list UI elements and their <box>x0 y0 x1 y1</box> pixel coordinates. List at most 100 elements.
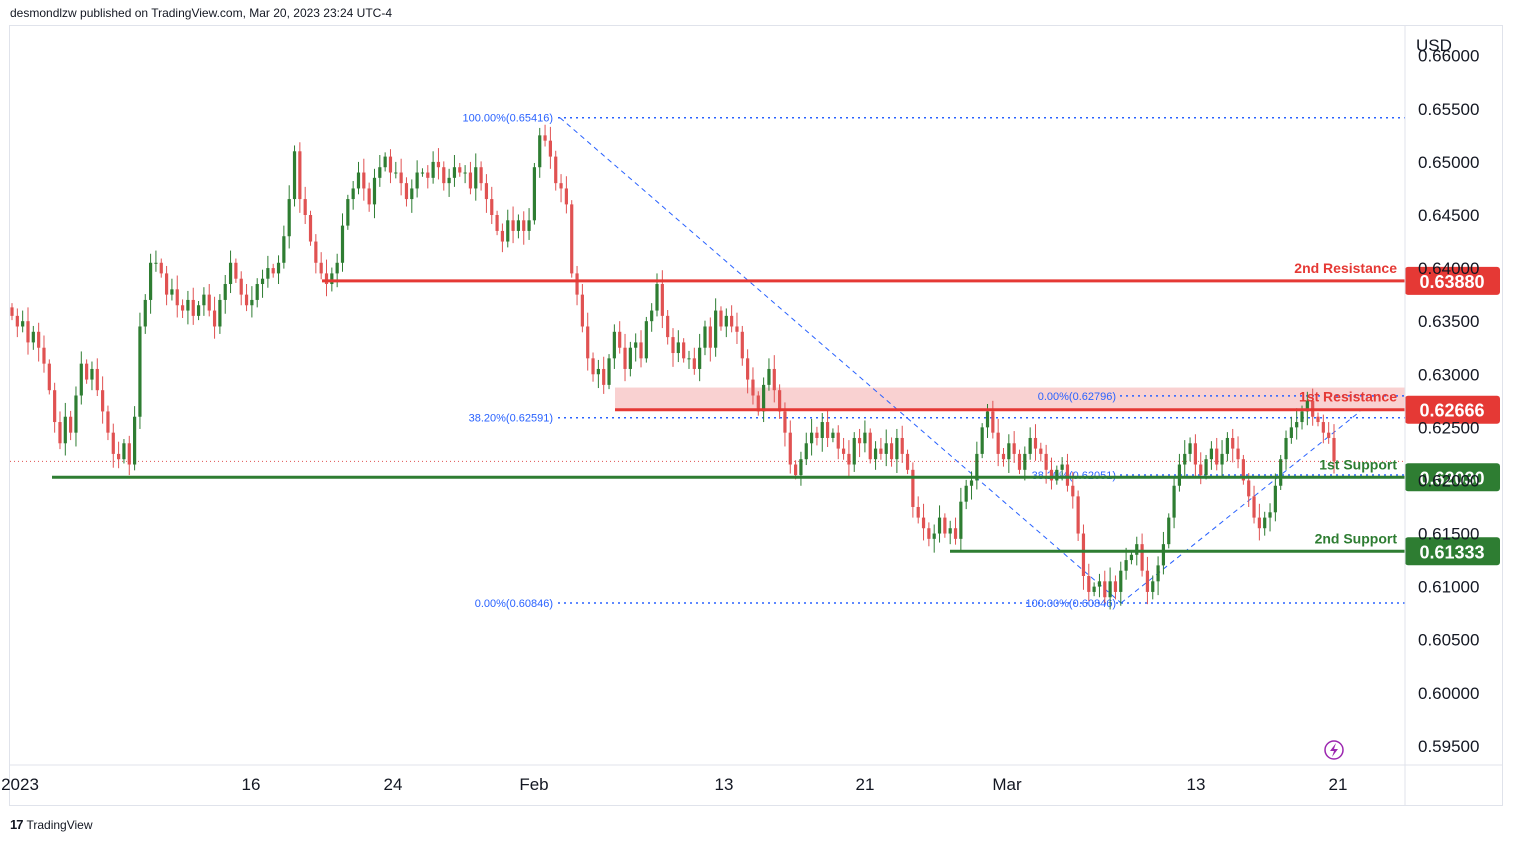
candle-body <box>1017 453 1022 470</box>
level-name-label: 2nd Resistance <box>1294 260 1397 276</box>
candle-body <box>756 395 760 412</box>
candle-body <box>474 167 478 189</box>
candle-body <box>1220 453 1224 465</box>
candle-body <box>154 262 158 264</box>
candle-body <box>778 390 782 412</box>
x-tick-label: 13 <box>715 775 734 794</box>
currency-label: USD <box>1416 36 1452 55</box>
candle-body <box>479 167 483 184</box>
level-price-tag <box>1405 463 1500 492</box>
candle-body <box>628 347 632 369</box>
candle-body <box>1268 512 1272 518</box>
candle-body <box>1204 459 1208 476</box>
candle-body <box>21 321 25 327</box>
candle-body <box>559 183 563 189</box>
candle-body <box>85 363 89 380</box>
candle-body <box>106 411 110 433</box>
candle-body <box>1007 443 1011 460</box>
candle-body <box>959 501 963 539</box>
candle-body <box>452 167 457 178</box>
y-tick-label: 0.66000 <box>1418 47 1479 66</box>
level-price-label: 0.63880 <box>1419 272 1484 292</box>
candle-body <box>415 172 419 189</box>
candle-body <box>655 284 659 311</box>
candle-body <box>996 432 1000 454</box>
candle-body <box>1145 570 1150 592</box>
candle-body <box>133 416 137 465</box>
y-tick-label: 0.61500 <box>1418 525 1479 544</box>
axes: USD0.660000.655000.650000.645000.640000.… <box>1 26 1503 806</box>
candle-body <box>724 315 728 327</box>
candle-body <box>442 167 446 184</box>
candle-body <box>431 161 435 178</box>
candle-body <box>602 368 606 385</box>
candle-body <box>164 273 169 295</box>
candle-body <box>1151 581 1155 592</box>
candle-body <box>1076 496 1080 534</box>
fib-label: 0.00%(0.62796) <box>1038 391 1116 403</box>
candle-body <box>1316 416 1320 423</box>
level-name-label: 2nd Support <box>1315 530 1398 546</box>
candle-body <box>1119 570 1123 592</box>
candle-body <box>815 432 819 438</box>
fib-trend-line <box>1120 411 1361 604</box>
candle-body <box>740 331 744 359</box>
level-price-tag <box>1405 537 1500 566</box>
candle-body <box>53 390 57 423</box>
y-tick-label: 0.60500 <box>1418 631 1479 650</box>
candle-body <box>191 299 195 316</box>
candle-body <box>298 151 302 200</box>
candle-body <box>884 443 888 454</box>
candle-body <box>1161 544 1166 566</box>
support-resistance-levels: 2nd Resistance 0.63880 1st Resistance 0.626… <box>52 260 1500 566</box>
candle-body <box>932 533 936 539</box>
candle-body <box>1049 469 1054 481</box>
candle-body <box>538 135 542 168</box>
candle-body <box>666 315 670 338</box>
candle-body <box>218 299 222 327</box>
candle-body <box>404 183 409 200</box>
candle-body <box>1263 517 1267 529</box>
candle-body <box>47 363 51 391</box>
x-tick-label: 16 <box>242 775 261 794</box>
candle-body <box>548 140 552 157</box>
candle-body <box>463 172 467 174</box>
candle-body <box>975 453 979 481</box>
candle-body <box>623 347 627 369</box>
candle-body <box>495 214 499 231</box>
candle-body <box>863 432 867 444</box>
fib-label: 100.00%(0.65416) <box>462 113 553 125</box>
candle-body <box>825 422 830 438</box>
candle-body <box>1129 554 1134 561</box>
candle-body <box>1039 448 1043 454</box>
candle-body <box>703 326 707 348</box>
candle-body <box>1332 437 1336 462</box>
candle-body <box>1167 517 1171 545</box>
candle-body <box>1023 453 1027 470</box>
candle-body <box>511 220 515 231</box>
candle-body <box>351 188 355 200</box>
level-price-label: 0.61333 <box>1419 542 1484 562</box>
candle-body <box>388 156 393 173</box>
candle-body <box>202 294 206 306</box>
candle-body <box>340 225 345 263</box>
candle-body <box>468 172 473 189</box>
candle-body <box>484 183 489 200</box>
candle-body <box>660 284 664 316</box>
candle-body <box>458 167 462 173</box>
candle-body <box>570 204 574 274</box>
x-tick-label: 21 <box>856 775 875 794</box>
candle-body <box>698 347 702 369</box>
candle-body <box>367 188 371 205</box>
candle-body <box>170 289 174 295</box>
candle-body <box>378 167 382 178</box>
candle-body <box>612 331 616 359</box>
candle-body <box>1177 464 1182 486</box>
candle-body <box>362 172 366 189</box>
candles <box>10 124 1336 610</box>
level-name-label: 1st Support <box>1319 456 1397 472</box>
candle-body <box>1097 581 1102 587</box>
candle-body <box>1257 517 1261 529</box>
candle-body <box>836 432 840 449</box>
